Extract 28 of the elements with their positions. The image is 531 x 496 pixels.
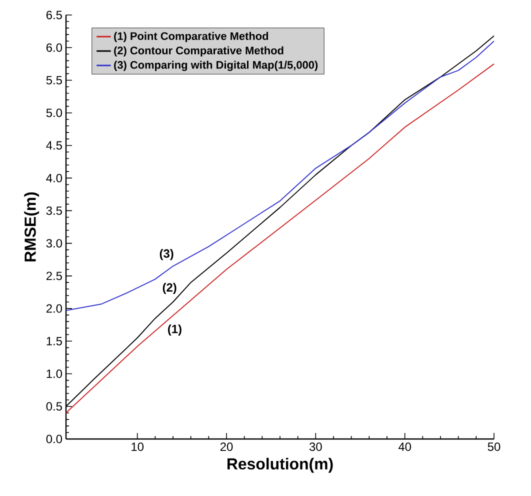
y-tick-label: 1.0 — [46, 370, 62, 378]
annotation: (1) — [168, 324, 182, 336]
y-tick-label: 5.0 — [46, 108, 62, 118]
legend-label: (2) Contour Comparative Method — [114, 46, 284, 57]
y-tick-label: 3.5 — [46, 206, 62, 215]
x-tick-label: 10 — [132, 442, 144, 451]
x-tick-label: 40 — [398, 442, 412, 451]
y-tick-label: 2.0 — [46, 304, 62, 313]
legend-label: (3) Comparing with Digital Map(1/5,000) — [114, 60, 318, 72]
y-tick-label: 0.5 — [46, 402, 62, 411]
annotation: (3) — [160, 249, 174, 260]
y-tick-label: 3.0 — [46, 239, 62, 248]
y-tick-label: 1.5 — [46, 336, 62, 346]
y-tick-label: 4.0 — [46, 174, 62, 182]
x-tick-label: 50 — [488, 442, 500, 451]
x-tick-label: 30 — [309, 442, 322, 451]
x-axis-title: Resolution(m) — [227, 458, 333, 473]
line-series — [66, 40, 495, 311]
y-tick-label: 6.5 — [46, 10, 62, 20]
y-tick-label: 4.5 — [46, 141, 62, 150]
y-tick-label: 2.5 — [46, 272, 62, 280]
annotation: (2) — [162, 282, 176, 294]
y-tick-label: 5.5 — [46, 76, 62, 84]
y-axis-title: RMSE(m) — [24, 192, 40, 262]
y-tick-label: 0.0 — [46, 434, 62, 444]
y-tick-label: 6.0 — [46, 43, 62, 52]
legend-label: (1) Point Comparative Method — [114, 32, 268, 42]
x-tick-label: 20 — [220, 442, 233, 451]
